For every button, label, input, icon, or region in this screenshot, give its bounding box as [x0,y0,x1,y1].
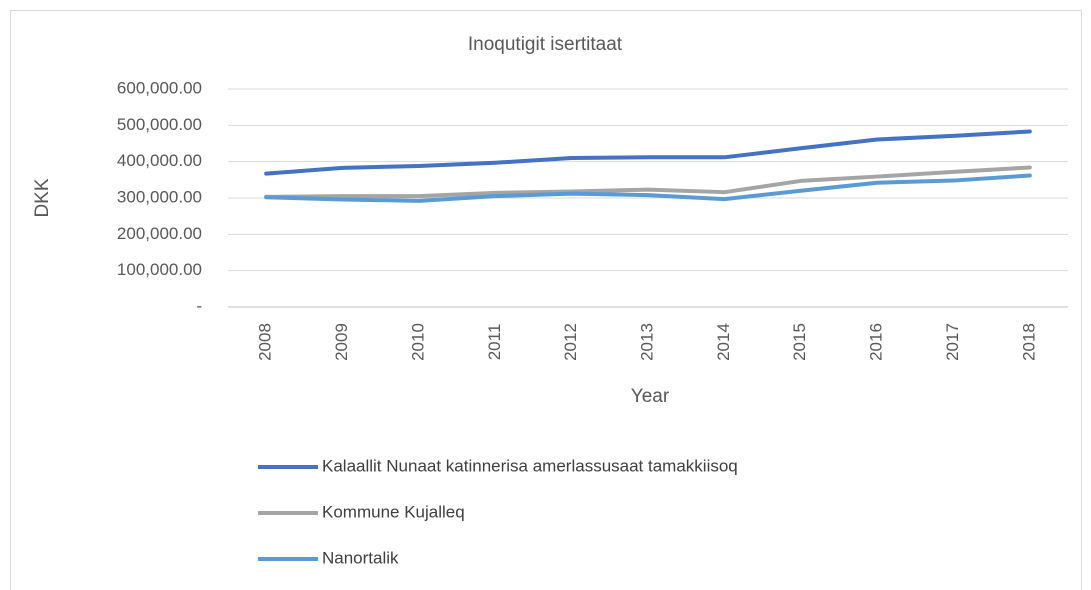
x-tick-label: 2018 [1019,323,1038,361]
line-series [264,173,1032,203]
chart-border [10,10,1082,590]
x-tick-label: 2008 [256,323,275,361]
y-tick-label: 200,000.00 [117,224,202,243]
line-series [264,129,1032,176]
x-tick-label: 2012 [561,323,580,361]
line-series [264,165,1032,199]
y-tick-label: 600,000.00 [117,78,202,97]
x-tick-label: 2016 [867,323,886,361]
y-tick-label: 300,000.00 [117,187,202,206]
x-tick-label: 2014 [714,323,733,361]
y-axis-title: DKK [32,178,53,217]
x-tick-label: 2013 [637,323,656,361]
legend-label: Kalaallit Nunaat katinnerisa amerlassusa… [322,456,738,475]
y-tick-label: 100,000.00 [117,260,202,279]
x-tick-label: 2010 [408,323,427,361]
y-tick-label: 400,000.00 [117,151,202,170]
y-tick-label: - [196,296,202,315]
y-tick-label: 500,000.00 [117,115,202,134]
x-tick-label: 2015 [790,323,809,361]
x-tick-label: 2009 [332,323,351,361]
x-axis-title: Year [631,386,670,407]
legend-label: Kommune Kujalleq [322,502,465,521]
chart-title: Inoqutigit isertitaat [468,34,623,55]
x-tick-label: 2017 [943,323,962,361]
x-tick-label: 2011 [485,324,504,361]
legend-label: Nanortalik [322,548,399,567]
